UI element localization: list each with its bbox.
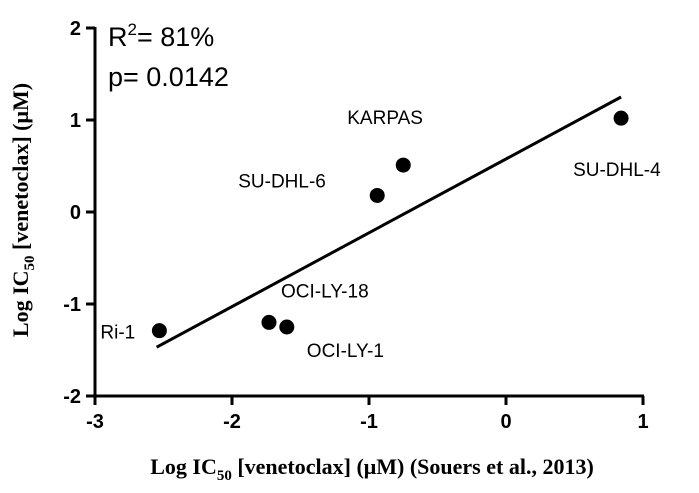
regression-line <box>155 95 622 349</box>
y-tick-label: 1 <box>70 110 81 132</box>
data-point <box>151 323 167 339</box>
y-tick-label: 2 <box>70 18 81 40</box>
y-axis-title-sub: 50 <box>22 255 38 270</box>
point-label: Ri-1 <box>100 323 135 344</box>
x-tick-label: -1 <box>360 411 378 433</box>
r-squared-value: = 81% <box>137 22 214 52</box>
data-point <box>369 187 385 203</box>
data-point <box>613 110 629 126</box>
data-points <box>151 110 629 339</box>
y-tick-label: -1 <box>63 294 81 316</box>
point-label: OCI-LY-18 <box>281 281 369 302</box>
x-axis-title-pre: Log IC <box>150 454 217 479</box>
point-labels: Ri-1 OCI-LY-18 OCI-LY-1 SU-DHL-6 KARPAS SU-DH… <box>100 108 661 362</box>
x-tick-label: 1 <box>637 411 648 433</box>
r-squared-r: R <box>108 22 128 52</box>
fit-line-group <box>155 95 622 349</box>
x-tick-label: -3 <box>86 411 104 433</box>
point-label: KARPAS <box>347 108 423 129</box>
y-tick-label: -2 <box>63 386 81 408</box>
point-label: OCI-LY-1 <box>307 341 384 362</box>
y-axis-title-pre: Log IC <box>8 270 33 337</box>
x-axis-title-post: [venetoclax] (μM) (Souers et al., 2013) <box>232 454 594 479</box>
data-point <box>279 319 295 335</box>
point-label: SU-DHL-6 <box>238 171 326 192</box>
x-axis-title: Log IC50 [venetoclax] (μM) (Souers et al… <box>150 454 594 484</box>
point-label: SU-DHL-4 <box>573 160 661 181</box>
data-point <box>395 157 411 173</box>
x-tick-label: -2 <box>223 411 241 433</box>
data-point <box>261 314 277 330</box>
y-axis-title-post: [venetoclax] (μM) <box>8 83 33 256</box>
r-squared-annotation: R2= 81% <box>108 20 214 52</box>
y-axis-title: Log IC50 [venetoclax] (μM) <box>8 83 38 337</box>
y-tick-label: 0 <box>70 202 81 224</box>
x-tick-label: 0 <box>500 411 511 433</box>
x-axis-title-sub: 50 <box>217 468 232 484</box>
p-value-annotation: p= 0.0142 <box>108 62 229 92</box>
r-squared-superscript: 2 <box>128 20 137 39</box>
